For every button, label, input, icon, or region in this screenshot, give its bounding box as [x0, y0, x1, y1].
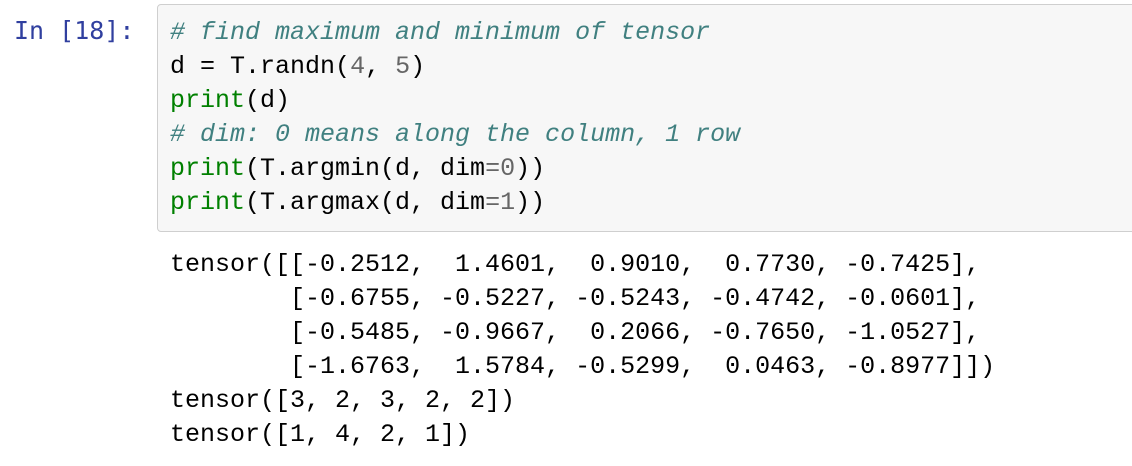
code-builtin: print: [170, 86, 246, 115]
code-token: )): [515, 188, 546, 217]
code-token: (T.argmax(d, dim: [245, 188, 486, 217]
code-line-3: print(d): [170, 84, 740, 118]
code-operator: =: [485, 154, 501, 183]
code-number: 0: [500, 154, 516, 183]
code-line-6: print(T.argmax(d, dim=1)): [170, 186, 740, 220]
output-line: [-0.5485, -0.9667, 0.2066, -0.7650, -1.0…: [170, 318, 981, 347]
code-line-4: # dim: 0 means along the column, 1 row: [170, 118, 740, 152]
code-token: d: [170, 52, 186, 81]
code-token: (d): [245, 86, 291, 115]
code-token: ): [410, 52, 426, 81]
code-line-1: # find maximum and minimum of tensor: [170, 16, 740, 50]
code-builtin: print: [170, 154, 246, 183]
code-token: T.randn(: [230, 52, 351, 81]
code-operator: =: [485, 188, 501, 217]
code-comment: # dim: 0 means along the column, 1 row: [170, 120, 741, 149]
code-line-2: d = T.randn(4, 5): [170, 50, 740, 84]
code-token: (T.argmin(d, dim: [245, 154, 486, 183]
cell-output: tensor([[-0.2512, 1.4601, 0.9010, 0.7730…: [170, 248, 995, 452]
code-number: 5: [395, 52, 411, 81]
code-line-5: print(T.argmin(d, dim=0)): [170, 152, 740, 186]
code-input-area[interactable]: [157, 4, 1132, 232]
code-builtin: print: [170, 188, 246, 217]
output-line: tensor([3, 2, 3, 2, 2]): [170, 386, 516, 415]
code-token: ,: [365, 52, 396, 81]
code-number: 1: [500, 188, 516, 217]
output-line: [-1.6763, 1.5784, -0.5299, 0.0463, -0.89…: [170, 352, 996, 381]
code-editor[interactable]: # find maximum and minimum of tensor d = …: [170, 16, 740, 220]
code-comment: # find maximum and minimum of tensor: [170, 18, 711, 47]
code-token: )): [515, 154, 546, 183]
output-line: [-0.6755, -0.5227, -0.5243, -0.4742, -0.…: [170, 284, 981, 313]
input-prompt: In [18]:: [14, 16, 135, 45]
code-number: 4: [350, 52, 366, 81]
output-line: tensor([[-0.2512, 1.4601, 0.9010, 0.7730…: [170, 250, 981, 279]
output-line: tensor([1, 4, 2, 1]): [170, 420, 471, 449]
code-token: =: [185, 52, 231, 81]
